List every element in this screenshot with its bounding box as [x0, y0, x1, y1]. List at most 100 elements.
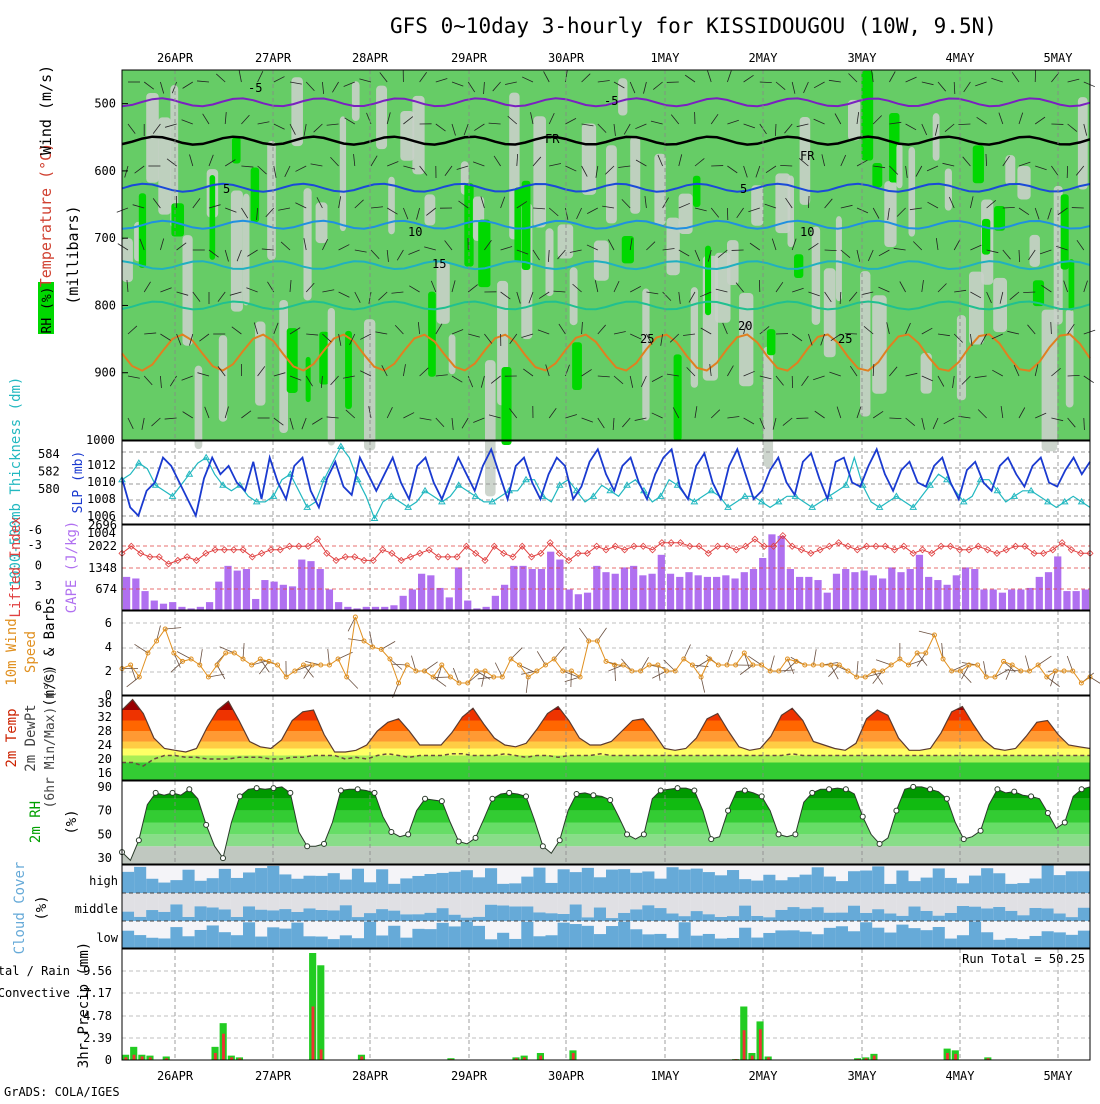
cloud-cell: [570, 924, 582, 948]
cloud-cell: [606, 870, 618, 893]
cloud-cell: [485, 868, 497, 893]
cloud-cell: [824, 877, 836, 893]
cloud-cell: [921, 878, 933, 893]
rh-point: [473, 835, 478, 840]
cloud-cell-grey: [304, 893, 316, 908]
cloud-cell-grey: [388, 893, 400, 911]
temp-tick: 36: [98, 696, 112, 710]
isotherm-label-5: 5: [223, 182, 230, 196]
cloud-cell: [304, 936, 316, 948]
wind-tick: 2: [105, 664, 112, 678]
cape-bar: [501, 585, 508, 610]
rh-dry-patch: [582, 124, 596, 195]
precip-conv-bar: [214, 1053, 217, 1060]
cloud-cell: [909, 881, 921, 893]
wind-speed-line: [122, 617, 1090, 683]
cloud-cell: [1005, 938, 1017, 948]
cloud-cell: [376, 869, 388, 893]
cape-bar: [317, 569, 324, 610]
rh-moist-patch: [861, 71, 873, 161]
rh-point: [136, 838, 141, 843]
cloud-cell: [824, 928, 836, 948]
cloud-cell: [921, 930, 933, 948]
cloud-cell: [763, 933, 775, 948]
rh-point: [355, 787, 360, 792]
cloud-cell: [775, 930, 787, 948]
cloud-cell: [933, 916, 945, 921]
cloud-cell: [183, 870, 195, 893]
cloud-cell: [739, 879, 751, 893]
cloud-row-label: low: [96, 931, 118, 945]
cape-tick: 2696: [88, 518, 117, 532]
cloud-cell: [872, 866, 884, 893]
rh-point: [995, 787, 1000, 792]
cloud-row-label: middle: [75, 902, 118, 916]
cloud-cell-grey: [183, 893, 195, 917]
upper-air-panel: -5-5FRFR55101015202525: [117, 70, 1095, 496]
cloud-cell: [400, 938, 412, 948]
cloud-cell: [437, 908, 449, 921]
cloud-cell-grey: [872, 893, 884, 909]
rh-point: [1045, 811, 1050, 816]
cloud-cell: [122, 912, 134, 921]
slp-line: [122, 449, 1090, 515]
cloud-cell-grey: [824, 893, 836, 913]
cloud-cell: [316, 937, 328, 948]
cloud-cell: [437, 873, 449, 893]
precip-tick: 0: [105, 1053, 112, 1067]
rh-point: [305, 844, 310, 849]
cloud-cell: [122, 872, 134, 893]
cloud-cell: [521, 906, 533, 921]
cloud-cell: [788, 877, 800, 893]
li-tick: 6: [35, 600, 42, 614]
cloud-cell-grey: [848, 893, 860, 906]
cloud-cell: [316, 910, 328, 921]
cape-bar: [547, 552, 554, 610]
cape-tick: 2022: [88, 539, 117, 553]
cloud-cell: [618, 922, 630, 948]
cape-bar: [602, 572, 609, 610]
precip-conv-bar: [572, 1053, 575, 1060]
date-label: 29APR: [451, 1069, 488, 1083]
cape-bar: [1045, 572, 1052, 610]
wind10m-axis-label-2: Speed: [23, 631, 39, 673]
cloud-cell-grey: [134, 893, 146, 917]
rh-dry-patch: [909, 147, 916, 237]
rh-point: [944, 796, 949, 801]
rh-dry-patch: [485, 360, 496, 496]
footer-credit: GrADS: COLA/IGES: [4, 1085, 120, 1099]
cloud-cell: [425, 929, 437, 948]
cloud-cell: [884, 933, 896, 948]
cloud-cell-grey: [1030, 893, 1042, 908]
cloud-cell: [618, 913, 630, 921]
cape-bar: [326, 590, 333, 610]
cloud-cell: [884, 913, 896, 921]
cloud-cell: [594, 934, 606, 948]
rh-dry-patch: [437, 262, 450, 324]
slp-top-tick: 1000: [86, 433, 115, 447]
cloud-cell: [279, 929, 291, 948]
cloud-cell-grey: [1078, 893, 1090, 908]
rh-dry-patch: [291, 77, 303, 146]
cloud-cell-grey: [642, 893, 654, 905]
cloud-cell: [909, 928, 921, 948]
cape-bar: [722, 575, 729, 610]
cloud-cell: [328, 910, 340, 921]
cloud-cell: [146, 910, 158, 921]
cape-bar: [132, 578, 139, 610]
cloud-cell: [1054, 913, 1066, 921]
cloud-cell: [461, 921, 473, 948]
rh-dry-patch: [1042, 310, 1058, 452]
cloud-cell: [231, 878, 243, 893]
cloud-cell: [328, 939, 340, 948]
cloud-cell: [848, 906, 860, 921]
pressure-tick: 700: [94, 231, 116, 245]
cape-bar: [390, 605, 397, 610]
cloud-cell: [703, 934, 715, 948]
rh-moist-patch: [705, 246, 711, 316]
cape-bar: [243, 569, 250, 610]
cloud-cell: [800, 909, 812, 921]
cloud-cell-grey: [473, 893, 485, 917]
cloud-cell-grey: [969, 893, 981, 907]
